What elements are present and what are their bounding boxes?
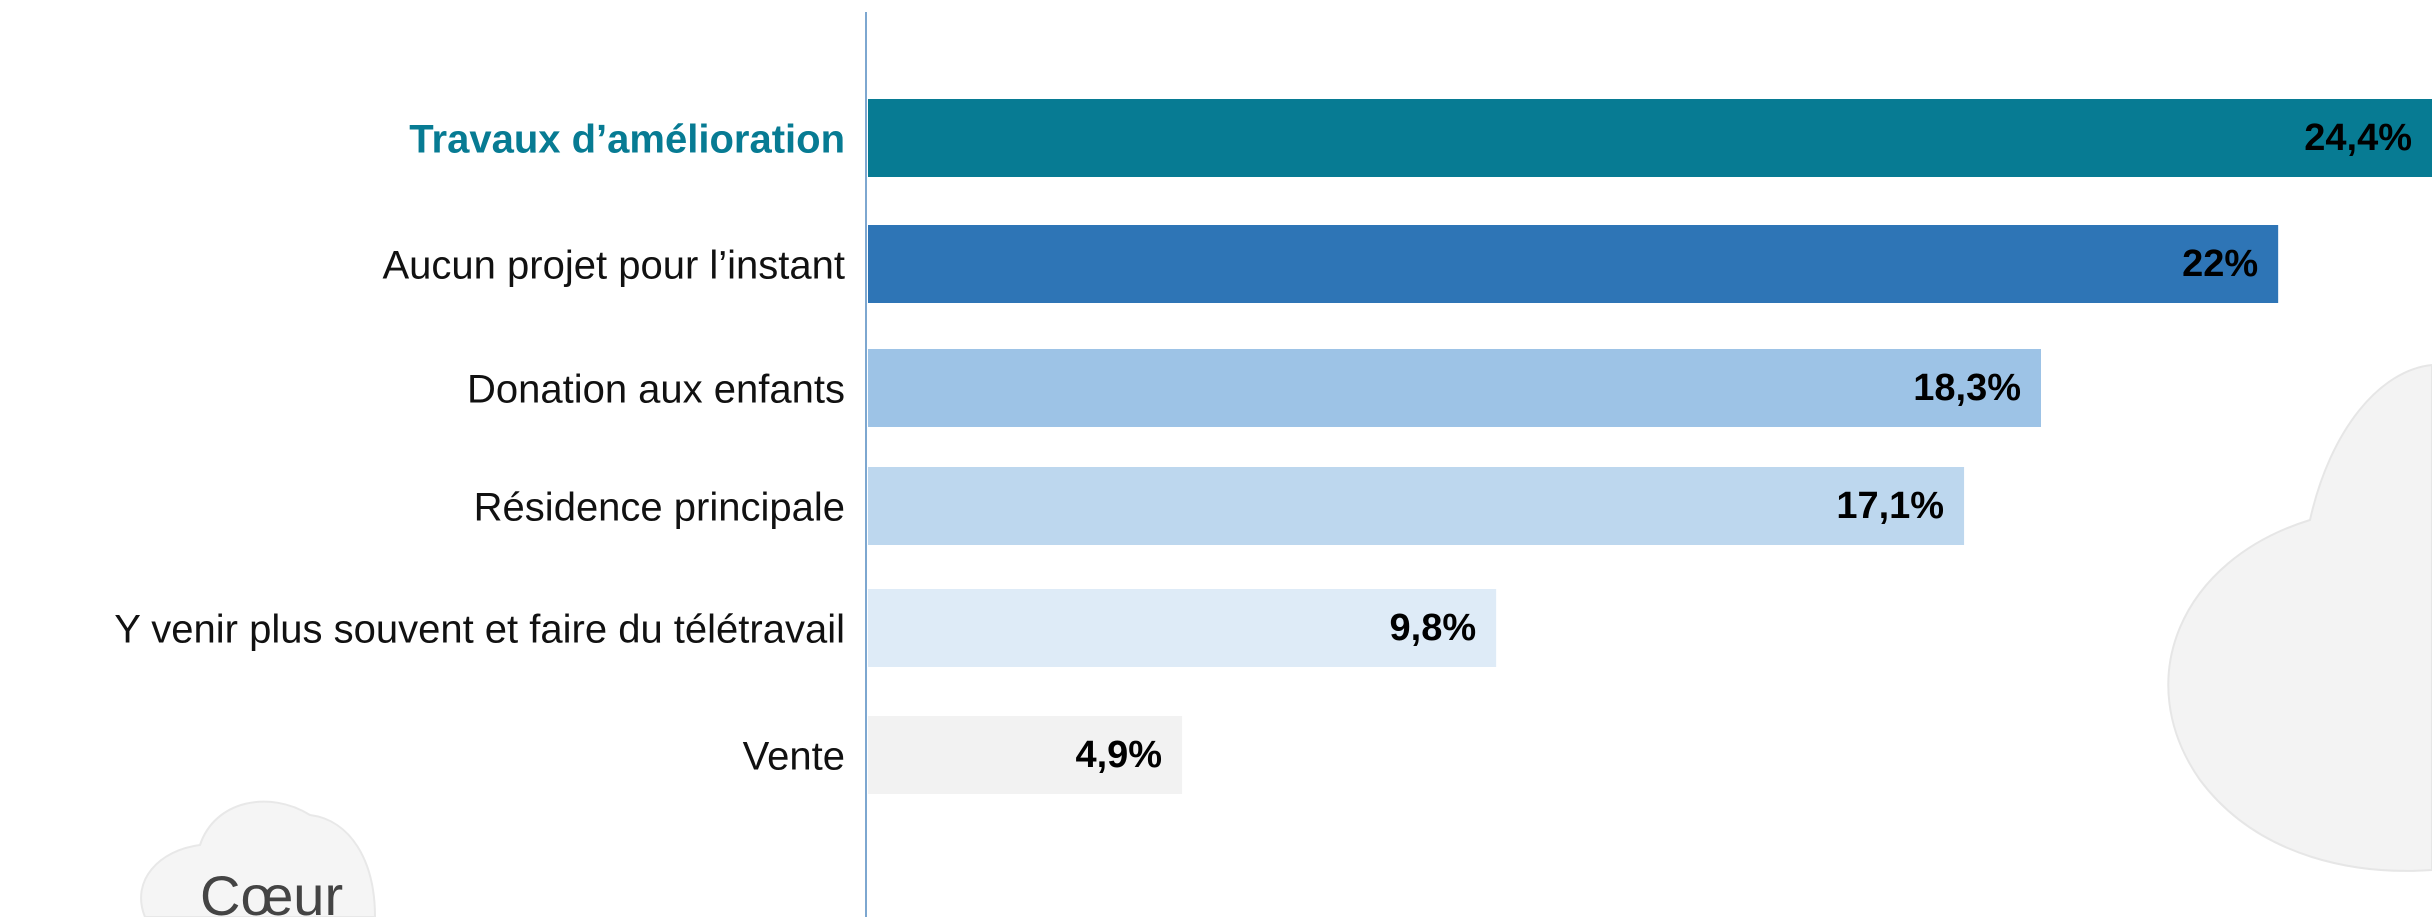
cloud-decoration — [2167, 363, 2432, 872]
category-label: Aucun projet pour l’instant — [383, 244, 846, 288]
category-label: Donation aux enfants — [467, 368, 845, 412]
value-label: 17,1% — [1836, 485, 1944, 527]
category-label: Résidence principale — [474, 486, 845, 530]
value-label: 18,3% — [1913, 367, 2021, 409]
category-label: Y venir plus souvent et faire du télétra… — [114, 608, 845, 652]
bar — [868, 349, 2041, 427]
value-label: 24,4% — [2304, 117, 2412, 159]
value-label: 4,9% — [1075, 734, 1162, 776]
logo-cloud — [140, 800, 377, 917]
bar — [868, 467, 1965, 545]
value-label: 9,8% — [1390, 607, 1477, 649]
bar — [868, 589, 1497, 667]
value-label: 22% — [2182, 243, 2258, 285]
logo-text: Cœur — [200, 864, 343, 917]
bar — [868, 225, 2279, 303]
category-label: Vente — [743, 735, 845, 779]
bar — [868, 716, 1183, 794]
bar — [868, 99, 2432, 177]
category-label: Travaux d’amélioration — [409, 118, 845, 162]
